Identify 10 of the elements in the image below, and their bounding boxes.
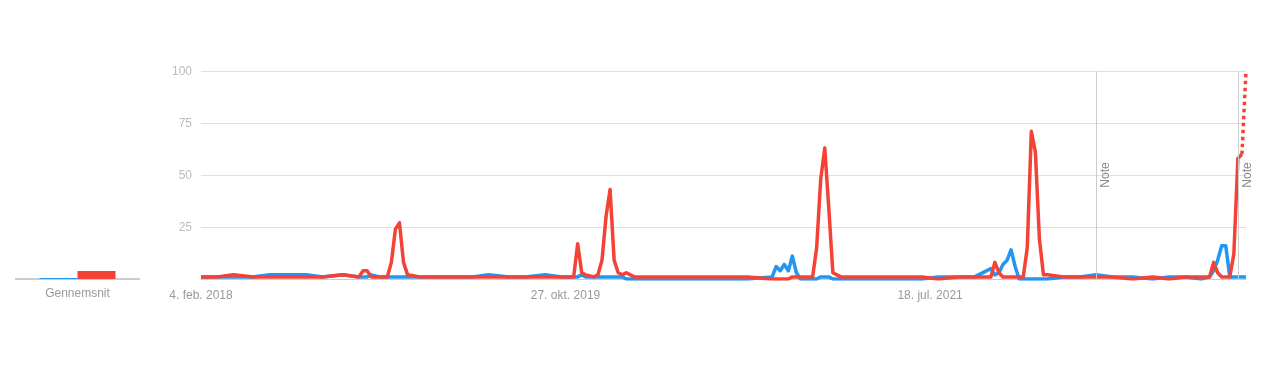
y-tick-label: 50: [178, 168, 193, 182]
y-tick-label: 75: [178, 116, 193, 130]
ref-line-label: Note: [1098, 162, 1113, 188]
x-tick-label: 27. okt. 2019: [530, 288, 601, 302]
y-tick-label: 25: [178, 220, 193, 234]
ref-line-label: Note: [1239, 162, 1254, 188]
x-tick-label: Gennemsnit: [45, 286, 111, 300]
x-tick-label: 4. feb. 2018: [169, 288, 234, 302]
y-tick-label: 100: [171, 64, 193, 78]
x-tick-label: 18. jul. 2021: [897, 288, 964, 302]
